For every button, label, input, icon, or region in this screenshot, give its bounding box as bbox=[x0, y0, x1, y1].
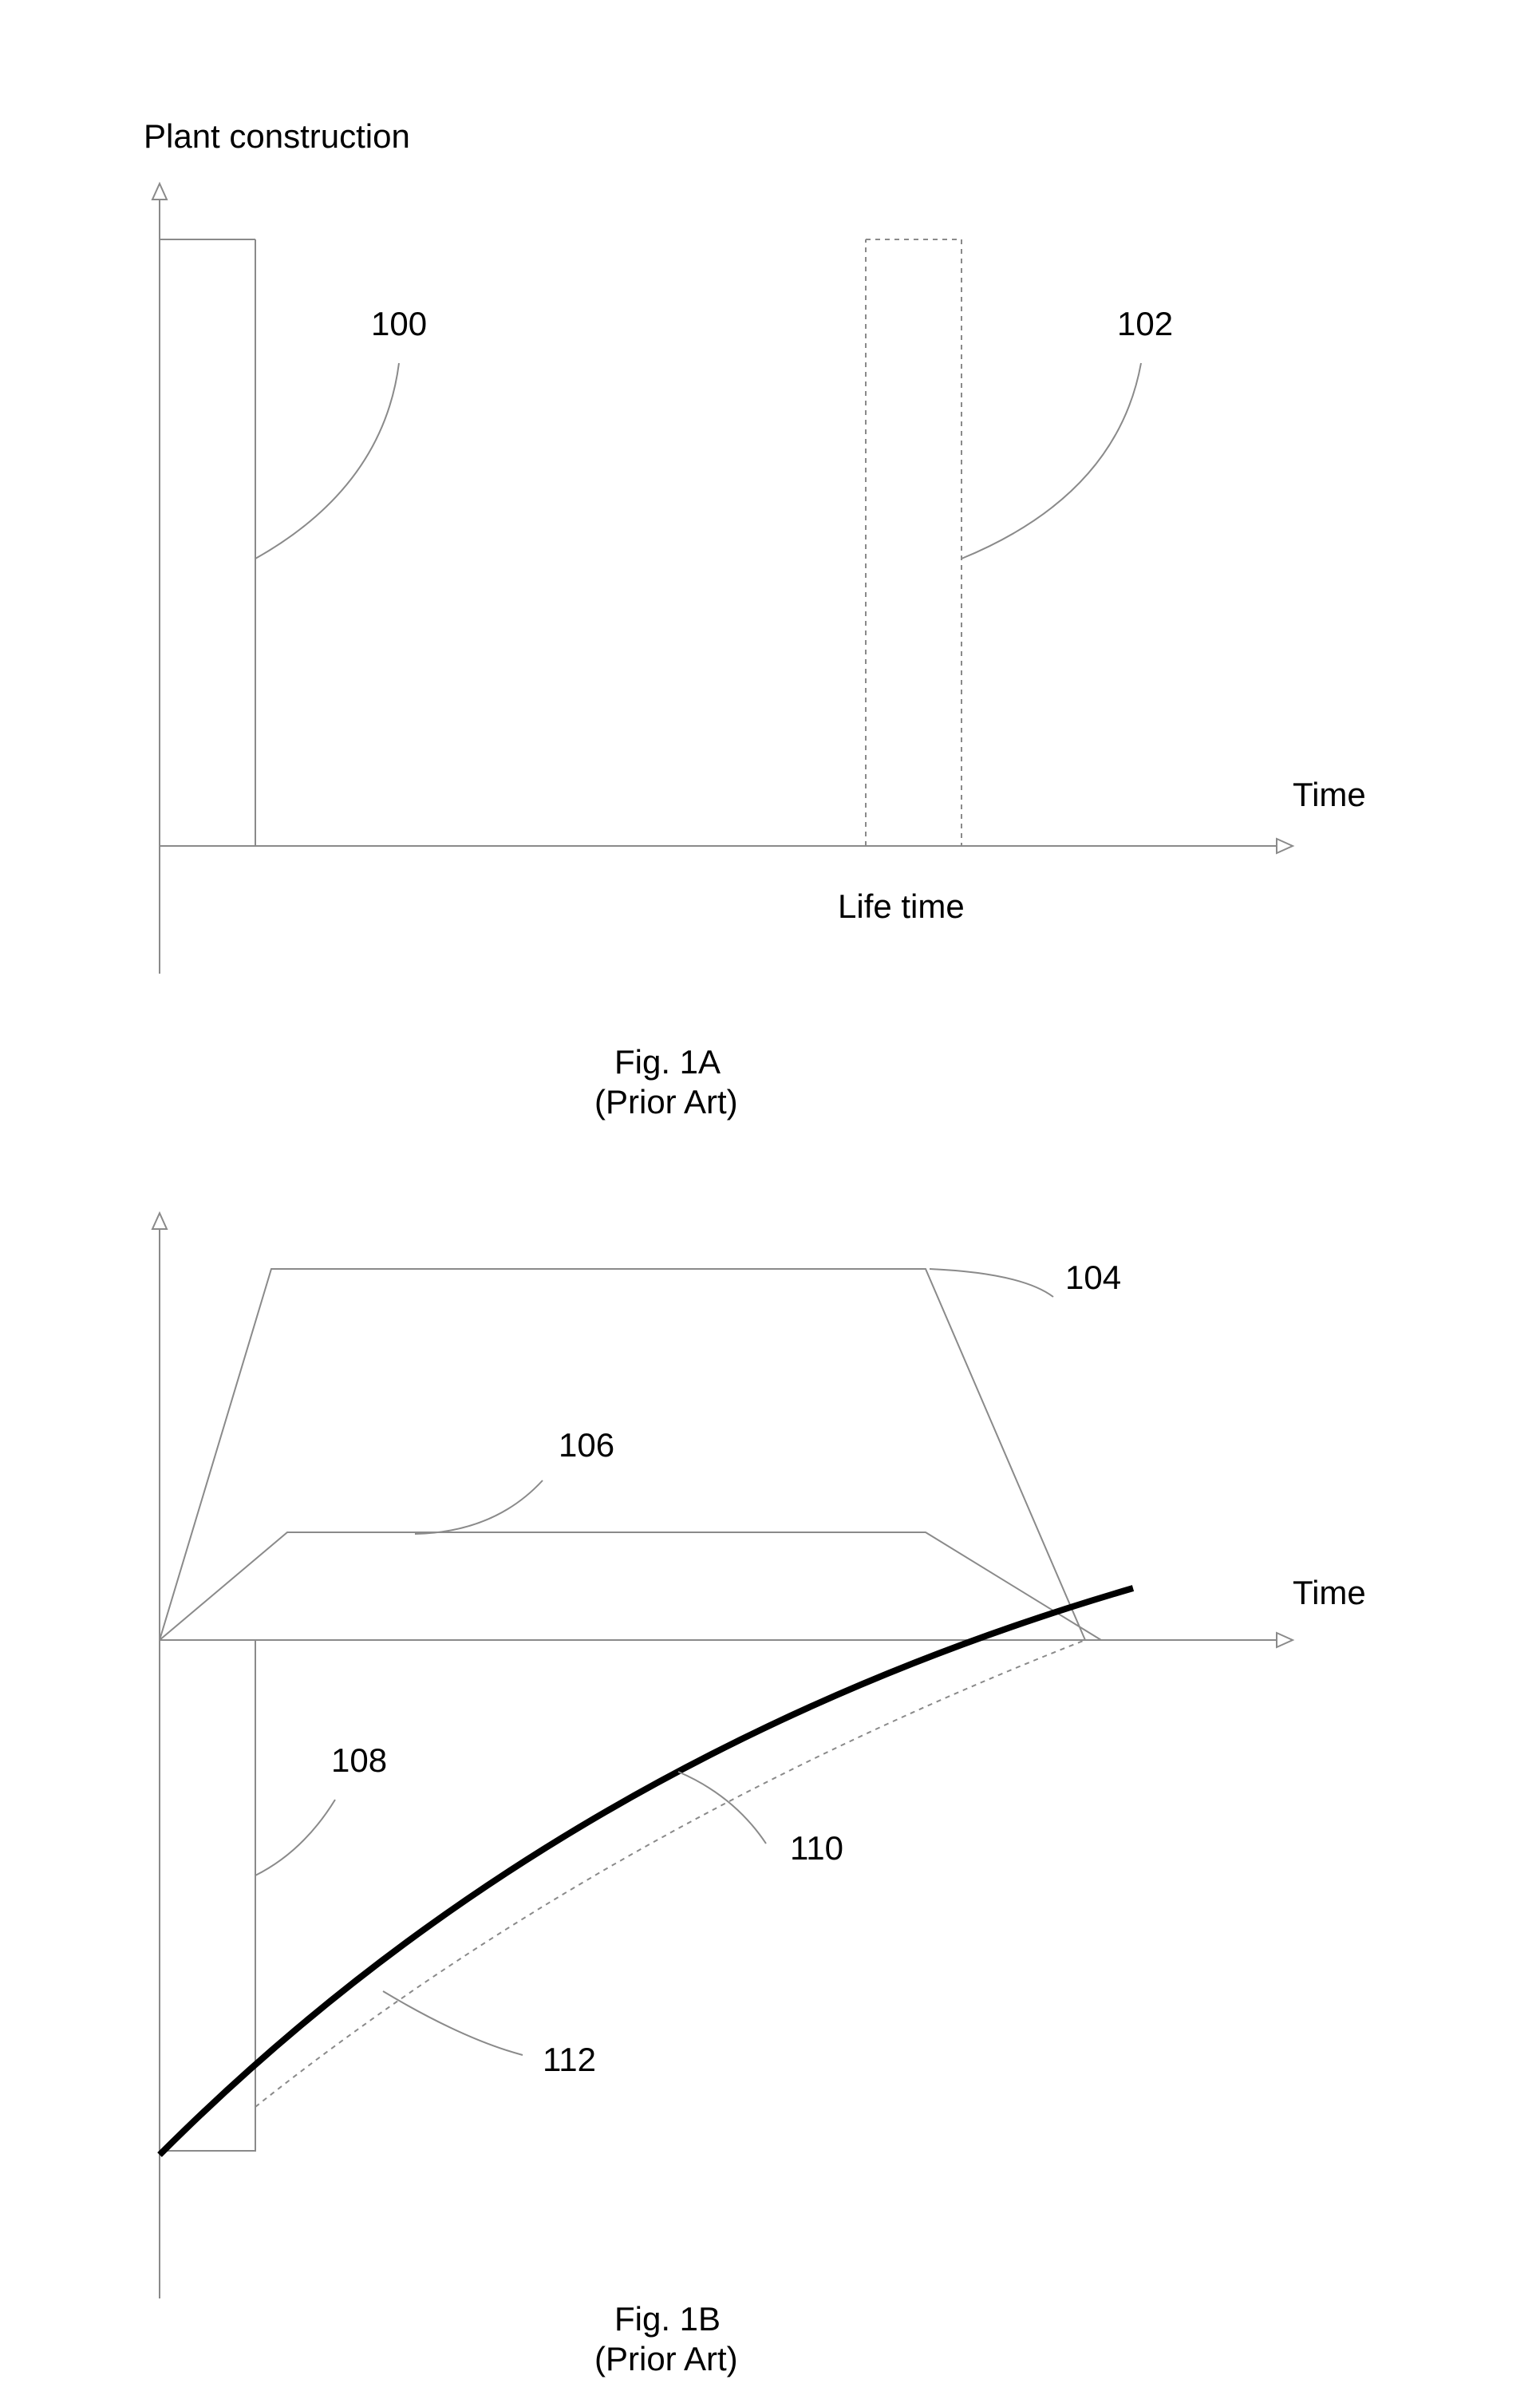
callout-110: 110 bbox=[678, 1772, 843, 1867]
trapezoid-large bbox=[160, 1269, 1085, 1640]
callout-100: 100 bbox=[255, 305, 427, 559]
trapezoid-small bbox=[160, 1532, 1101, 1640]
callout-112: 112 bbox=[383, 1991, 596, 2078]
callout-104: 104 bbox=[930, 1259, 1121, 1297]
fig-b-axes bbox=[152, 1213, 1293, 2298]
callout-100-label: 100 bbox=[371, 305, 427, 342]
fig-b-y-arrow bbox=[152, 1213, 167, 1229]
figure-1b: Time 104 106 108 110 112 Fig. 1B (Prior … bbox=[152, 1213, 1366, 2377]
callout-106: 106 bbox=[415, 1426, 614, 1534]
callout-112-label: 112 bbox=[543, 2041, 596, 2078]
fig-a-title: Plant construction bbox=[144, 117, 410, 155]
fig-b-x-arrow bbox=[1277, 1633, 1293, 1647]
fig-a-caption-1: Fig. 1A bbox=[614, 1043, 721, 1081]
callout-102-label: 102 bbox=[1117, 305, 1173, 342]
callout-106-label: 106 bbox=[559, 1426, 614, 1464]
fig-a-y-arrow bbox=[152, 184, 167, 200]
fig-a-axes bbox=[152, 184, 1293, 974]
figure-1a: Plant construction Time Life time bbox=[144, 117, 1366, 1120]
callout-110-label: 110 bbox=[790, 1829, 843, 1867]
fig-b-x-label: Time bbox=[1293, 1574, 1366, 1611]
fig-a-x-arrow bbox=[1277, 839, 1293, 853]
fig-a-bar-solid bbox=[160, 239, 255, 846]
fig-b-caption-1: Fig. 1B bbox=[614, 2300, 721, 2338]
fig-a-lifetime-label: Life time bbox=[838, 887, 965, 925]
callout-104-label: 104 bbox=[1065, 1259, 1121, 1296]
curve-dashed bbox=[255, 1640, 1085, 2107]
callout-108: 108 bbox=[255, 1741, 387, 1875]
curve-thick bbox=[160, 1588, 1133, 2155]
fig-a-caption-2: (Prior Art) bbox=[594, 1083, 738, 1120]
fig-b-caption-2: (Prior Art) bbox=[594, 2340, 738, 2377]
diagram-canvas: Plant construction Time Life time bbox=[0, 0, 1540, 2403]
callout-102: 102 bbox=[962, 305, 1173, 559]
fig-a-x-label: Time bbox=[1293, 776, 1366, 813]
callout-108-label: 108 bbox=[331, 1741, 387, 1779]
fig-a-bar-dashed bbox=[866, 239, 962, 846]
